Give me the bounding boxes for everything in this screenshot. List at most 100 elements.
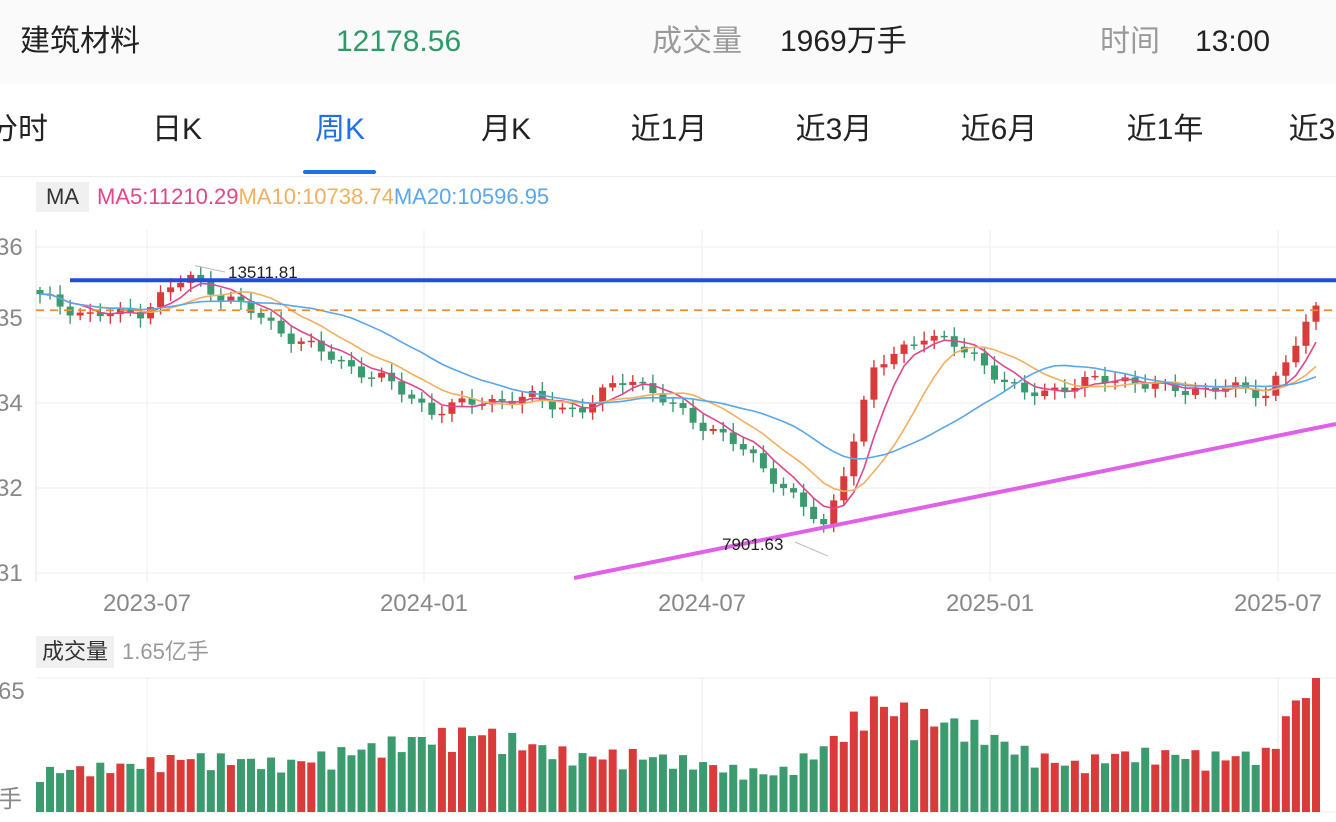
volume-bar xyxy=(890,716,899,812)
volume-bar xyxy=(910,740,919,812)
candle-body xyxy=(1111,381,1119,383)
tab-intraday[interactable]: 分时 xyxy=(0,113,48,146)
volume-bar xyxy=(407,737,416,812)
y-tick-label: 31 xyxy=(0,560,23,587)
volume-panel-label[interactable]: 成交量 xyxy=(36,636,115,668)
volume-bar xyxy=(920,708,929,812)
ma10-legend: MA10:10738.74 xyxy=(238,184,394,209)
volume-bar xyxy=(1231,756,1240,812)
candle-body xyxy=(790,488,798,493)
tab-3-years[interactable]: 近3 xyxy=(1288,113,1336,146)
candle-body xyxy=(619,383,627,385)
candle-body xyxy=(1141,383,1149,389)
volume-bar xyxy=(739,779,748,812)
volume-bar xyxy=(1121,751,1130,812)
volume-bar xyxy=(568,765,577,812)
candle-body xyxy=(197,274,205,281)
candle-body xyxy=(719,428,727,433)
candle-body xyxy=(960,346,968,353)
volume-bar xyxy=(1151,764,1160,812)
active-tab-indicator xyxy=(303,170,376,174)
tab-6-months[interactable]: 近6月 xyxy=(960,113,1038,146)
volume-bar xyxy=(538,745,547,812)
candle-body xyxy=(157,292,165,308)
volume-bar xyxy=(1050,762,1059,812)
x-tick-label: 2023-07 xyxy=(103,590,191,617)
candle-body xyxy=(990,365,998,380)
candle-body xyxy=(820,518,828,525)
candle-body xyxy=(830,500,838,525)
volume-bar xyxy=(206,770,215,812)
tab-monthly-k[interactable]: 月K xyxy=(480,113,532,146)
tab-1-month[interactable]: 近1月 xyxy=(630,113,708,146)
volume-bar xyxy=(648,757,657,812)
volume-bar xyxy=(86,776,95,812)
y-tick-label: 34 xyxy=(0,390,23,417)
candle-body xyxy=(930,335,938,341)
candle-body xyxy=(327,351,335,360)
volume-bar xyxy=(307,762,316,812)
candlesticks xyxy=(36,266,1320,533)
candle-body xyxy=(840,476,848,501)
volume-bar xyxy=(1191,750,1200,812)
tab-1-year[interactable]: 近1年 xyxy=(1126,113,1204,146)
candle-body xyxy=(669,402,677,404)
low-leader-line xyxy=(794,541,829,557)
vol-tick-top: 65 xyxy=(0,678,25,705)
volume-bar xyxy=(1000,741,1009,812)
candle-body xyxy=(940,335,948,338)
volume-bar xyxy=(116,763,125,812)
ma5-legend: MA5:11210.29 xyxy=(97,184,239,209)
candle-body xyxy=(297,341,305,344)
volume-bar xyxy=(1261,747,1270,812)
volume-bar xyxy=(1291,700,1300,812)
ma20-line xyxy=(39,293,1317,460)
candle-body xyxy=(177,282,185,288)
candle-body xyxy=(860,399,868,442)
volume-bar xyxy=(679,755,688,812)
candle-body xyxy=(1302,321,1310,346)
candle-body xyxy=(378,372,386,378)
candle-body xyxy=(1191,389,1199,395)
volume-bar xyxy=(317,751,326,812)
candle-body xyxy=(227,296,235,301)
chart-grid xyxy=(35,230,1336,582)
volume-value: 1969万手 xyxy=(780,25,907,58)
ma-legend: MA MA5:11210.29MA10:10738.74MA20:10596.95 xyxy=(36,182,549,212)
volume-bar xyxy=(327,769,336,812)
candle-body xyxy=(548,400,556,410)
candle-body xyxy=(1051,387,1059,391)
volume-bar xyxy=(66,769,75,812)
volume-bar xyxy=(980,744,989,812)
candle-body xyxy=(759,453,767,469)
volume-bar xyxy=(216,753,225,812)
volume-bar xyxy=(508,732,517,812)
volume-bar xyxy=(1131,762,1140,812)
volume-bars xyxy=(36,678,1320,812)
volume-bar xyxy=(729,764,738,812)
candle-body xyxy=(1031,392,1039,397)
tab-weekly-k[interactable]: 周K xyxy=(314,113,366,146)
period-tabs: 分时 日K 周K 月K 近1月 近3月 近6月 近1年 近3 xyxy=(0,84,1336,177)
support-trendline xyxy=(573,422,1336,580)
candle-body xyxy=(388,372,396,382)
volume-bar xyxy=(146,757,155,812)
tab-daily-k[interactable]: 日K xyxy=(151,113,203,146)
candle-body xyxy=(167,287,175,293)
volume-bar xyxy=(940,722,949,812)
volume-bar xyxy=(427,744,436,812)
candle-body xyxy=(1262,395,1270,399)
volume-bar xyxy=(699,762,708,812)
volume-bar xyxy=(468,736,477,812)
volume-bar xyxy=(1271,748,1280,812)
volume-bar xyxy=(548,759,557,812)
volume-bar xyxy=(1040,753,1049,812)
tab-3-months[interactable]: 近3月 xyxy=(795,113,873,146)
volume-bar xyxy=(498,754,507,812)
ma-label[interactable]: MA xyxy=(36,182,89,212)
volume-bar xyxy=(277,772,286,812)
candle-body xyxy=(96,312,104,317)
candle-body xyxy=(880,364,888,368)
x-tick-label: 2024-01 xyxy=(380,590,468,617)
